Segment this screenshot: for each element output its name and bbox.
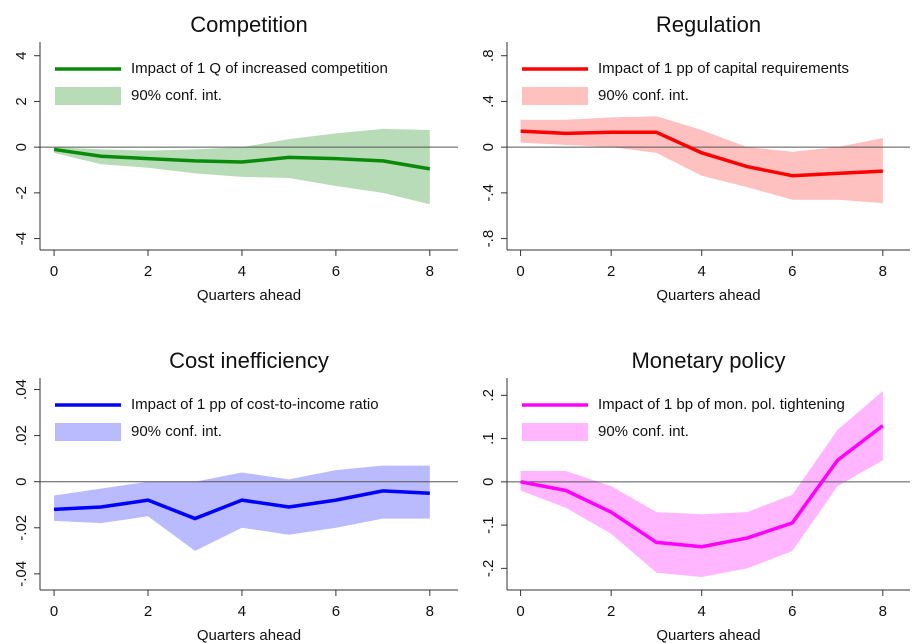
y-tick-label: -.04 [13, 561, 30, 587]
x-tick-label: 6 [332, 603, 340, 620]
legend-label: 90% conf. int. [131, 423, 222, 440]
series-line [54, 489, 430, 521]
y-tick-label: 0 [13, 478, 30, 486]
x-tick-label: 0 [50, 603, 58, 620]
x-tick-label: 2 [607, 263, 615, 280]
x-axis-label: Quarters ahead [197, 627, 301, 643]
x-tick-label: 8 [426, 603, 434, 620]
legend-label: Impact of 1 pp of cost-to-income ratio [131, 396, 379, 413]
legend-swatch [522, 423, 588, 441]
x-axis-label: Quarters ahead [656, 287, 760, 304]
y-tick-label: 0 [480, 478, 497, 486]
legend-swatch [55, 87, 121, 105]
legend-label: 90% conf. int. [131, 87, 222, 104]
x-tick-label: 0 [50, 263, 58, 280]
x-tick-label: 2 [144, 263, 152, 280]
panel-title: Monetary policy [631, 348, 785, 373]
x-tick-label: 8 [879, 603, 887, 620]
legend-label: Impact of 1 pp of capital requirements [598, 60, 849, 77]
panel-title: Regulation [656, 12, 761, 37]
x-tick-label: 8 [426, 263, 434, 280]
series-line [520, 424, 884, 549]
y-tick-label: .04 [13, 379, 30, 400]
panel-title: Cost inefficiency [169, 348, 329, 373]
y-tick-label: .4 [480, 95, 497, 108]
y-tick-label: .02 [13, 425, 30, 446]
y-tick-label: .8 [480, 49, 497, 62]
y-tick-label: 4 [13, 52, 30, 60]
x-tick-label: 0 [516, 603, 524, 620]
confidence-band [54, 465, 430, 551]
x-tick-label: 0 [516, 263, 524, 280]
legend-label: 90% conf. int. [598, 87, 689, 104]
legend-swatch [522, 87, 588, 105]
x-tick-label: 8 [879, 263, 887, 280]
x-tick-label: 6 [332, 263, 340, 280]
y-tick-label: -4 [13, 232, 30, 245]
y-tick-label: -.8 [480, 230, 497, 248]
y-tick-label: 2 [13, 97, 30, 105]
x-tick-label: 4 [698, 263, 706, 280]
x-tick-label: 2 [144, 603, 152, 620]
x-tick-label: 2 [607, 603, 615, 620]
confidence-band [520, 116, 883, 204]
x-axis-label: Quarters ahead [197, 287, 301, 304]
y-tick-label: 0 [13, 143, 30, 151]
panel-title: Competition [190, 12, 307, 37]
x-axis-label: Quarters ahead [656, 627, 760, 643]
y-tick-label: 0 [480, 143, 497, 151]
y-tick-label: -.02 [13, 515, 30, 541]
x-tick-label: 6 [788, 263, 796, 280]
legend-label: 90% conf. int. [598, 423, 689, 440]
legend-swatch [55, 423, 121, 441]
x-tick-label: 4 [238, 603, 246, 620]
confidence-band [54, 128, 430, 205]
y-tick-label: -.4 [480, 184, 497, 202]
y-tick-label: -2 [13, 186, 30, 199]
x-tick-label: 4 [698, 603, 706, 620]
y-tick-label: .1 [480, 432, 497, 445]
series-line [53, 147, 431, 171]
legend-label: Impact of 1 Q of increased competition [131, 60, 388, 77]
y-tick-label: -.2 [480, 560, 497, 578]
y-tick-label: .2 [480, 389, 497, 402]
legend-label: Impact of 1 bp of mon. pol. tightening [598, 396, 845, 413]
series-line [520, 129, 883, 178]
x-tick-label: 6 [788, 603, 796, 620]
confidence-band [520, 390, 883, 578]
x-tick-label: 4 [238, 263, 246, 280]
y-tick-label: -.1 [480, 516, 497, 534]
